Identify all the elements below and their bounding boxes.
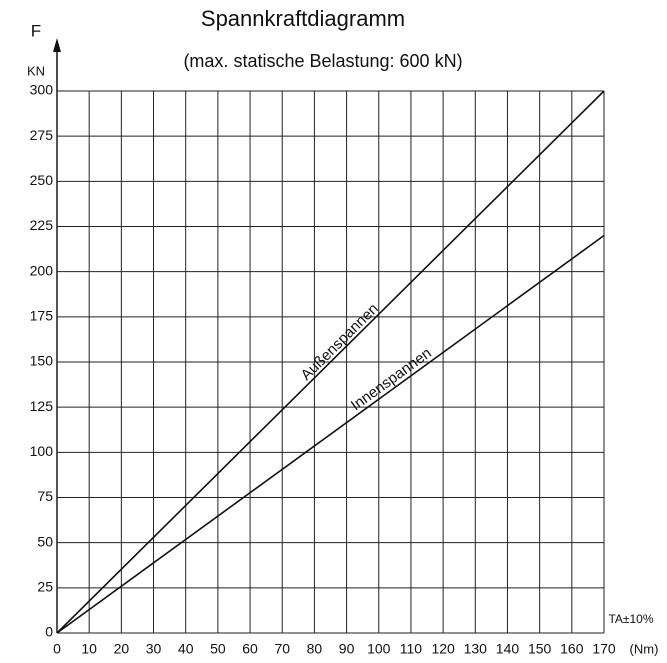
- x-tick-label: 80: [307, 641, 323, 657]
- x-tick-label: 120: [431, 641, 455, 657]
- x-tick-label: 70: [274, 641, 290, 657]
- x-tick-label: 160: [560, 641, 584, 657]
- x-axis-unit: (Nm): [630, 641, 659, 656]
- chart: Spannkraftdiagramm (max. statische Belas…: [0, 0, 667, 663]
- x-tick-label: 150: [528, 641, 552, 657]
- x-axis-label: TA±10%: [608, 612, 653, 626]
- y-tick-label: 0: [45, 624, 53, 640]
- x-tick-label: 130: [464, 641, 488, 657]
- x-tick-label: 0: [53, 641, 61, 657]
- y-tick-label: 175: [30, 308, 54, 324]
- x-tick-label: 10: [81, 641, 97, 657]
- y-tick-label: 150: [30, 353, 54, 369]
- y-tick-label: 25: [37, 579, 53, 595]
- y-tick-label: 250: [30, 172, 54, 188]
- x-tick-label: 100: [367, 641, 391, 657]
- y-axis-unit: KN: [27, 63, 45, 78]
- y-tick-label: 100: [30, 443, 54, 459]
- x-tick-label: 90: [339, 641, 355, 657]
- x-tick-label: 30: [146, 641, 162, 657]
- y-tick-label: 300: [30, 82, 54, 98]
- y-tick-label: 125: [30, 398, 54, 414]
- x-tick-label: 170: [592, 641, 616, 657]
- chart-title: Spannkraftdiagramm: [201, 6, 405, 31]
- x-tick-label: 60: [242, 641, 258, 657]
- y-tick-label: 225: [30, 217, 54, 233]
- series-label: Innenspannen: [348, 345, 435, 415]
- x-tick-label: 40: [178, 641, 194, 657]
- y-tick-label: 50: [37, 533, 53, 549]
- y-axis-arrow: [53, 38, 61, 52]
- x-tick-label: 50: [210, 641, 226, 657]
- y-tick-label: 200: [30, 262, 54, 278]
- data-line: [57, 236, 604, 633]
- x-tick-label: 140: [496, 641, 520, 657]
- y-tick-label: 75: [37, 488, 53, 504]
- x-tick-label: 110: [400, 641, 423, 657]
- y-axis-label: F: [31, 21, 41, 40]
- x-tick-label: 20: [114, 641, 130, 657]
- series-label: Außenspannen: [298, 300, 382, 384]
- chart-subtitle: (max. statische Belastung: 600 kN): [183, 51, 462, 71]
- y-tick-label: 275: [30, 127, 54, 143]
